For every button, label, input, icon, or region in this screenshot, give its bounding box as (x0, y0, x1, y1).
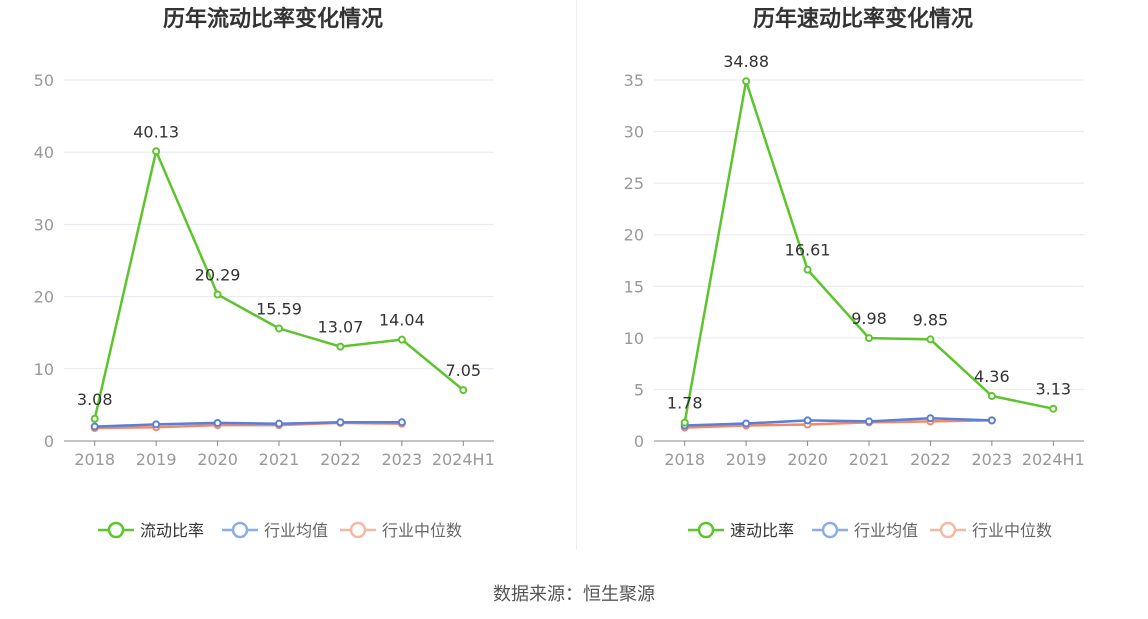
data-point (803, 416, 812, 425)
series-line-1 (684, 417, 992, 427)
data-label: 3.13 (1035, 380, 1071, 399)
legend-label: 流动比率 (140, 521, 204, 540)
data-point (865, 417, 873, 426)
y-tick-label: 30 (624, 123, 644, 142)
legend-item-2: 行业中位数 (930, 521, 1052, 540)
current-ratio-chart: 历年流动比率变化情况 0 10 20 30 40 50 2018 2019 2020 2021 202… (34, 6, 495, 540)
x-tick-label: 2018 (664, 450, 705, 469)
legend-marker (349, 521, 367, 539)
y-tick-label: 25 (624, 174, 644, 193)
data-point (926, 335, 935, 344)
y-tick-label: 20 (624, 226, 644, 245)
data-point (336, 418, 345, 427)
x-tick-label: 2024H1 (1022, 450, 1085, 469)
panel-divider (576, 0, 577, 550)
y-tick-label: 20 (34, 288, 54, 307)
data-label: 7.05 (445, 361, 481, 380)
legend-item-2: 行业中位数 (340, 521, 462, 540)
legend-item-1: 行业均值 (222, 521, 328, 540)
x-tick-label: 2022 (910, 450, 951, 469)
x-tick-label: 2023 (971, 450, 1012, 469)
data-point (803, 265, 812, 274)
legend-marker (107, 521, 125, 539)
data-point (1049, 404, 1058, 413)
legend-marker (939, 521, 957, 539)
data-label: 14.04 (379, 311, 425, 330)
data-point (275, 419, 283, 428)
y-tick-label: 10 (34, 360, 54, 379)
legend-marker (697, 521, 715, 539)
legend-marker (821, 521, 839, 539)
legend-label: 速动比率 (730, 521, 794, 540)
data-label: 9.85 (913, 310, 949, 329)
quick-ratio-chart: 历年速动比率变化情况 0 5 10 15 20 25 30 35 2018 2019 2020 2021… (624, 6, 1085, 540)
legend-marker (231, 521, 249, 539)
data-point (275, 324, 283, 333)
data-point (152, 147, 161, 156)
x-tick-label: 2024H1 (432, 450, 495, 469)
data-point (926, 414, 935, 423)
y-tick-label: 0 (634, 432, 644, 451)
y-tick-label: 15 (624, 277, 644, 296)
data-point (987, 416, 996, 425)
data-label: 9.98 (851, 309, 887, 328)
y-tick-label: 30 (34, 215, 54, 234)
data-label: 20.29 (195, 266, 241, 285)
data-point (90, 422, 99, 431)
legend-label: 行业均值 (264, 521, 328, 540)
x-tick-label: 2023 (381, 450, 422, 469)
x-tick-label: 2021 (259, 450, 300, 469)
y-tick-label: 0 (44, 432, 54, 451)
y-tick-label: 50 (34, 71, 54, 90)
data-point (213, 418, 222, 427)
y-tick-label: 10 (624, 329, 644, 348)
series-line-0 (93, 147, 465, 420)
data-label: 15.59 (256, 299, 302, 318)
series-line-1 (94, 420, 402, 428)
chart-title: 历年流动比率变化情况 (163, 6, 383, 32)
data-label: 16.61 (785, 241, 831, 260)
legend-label: 行业中位数 (382, 521, 462, 540)
data-point (459, 386, 468, 395)
data-point (397, 335, 406, 344)
legend-label: 行业均值 (854, 521, 918, 540)
data-label: 40.13 (133, 122, 179, 141)
x-tick-label: 2019 (136, 450, 177, 469)
data-point (90, 414, 99, 423)
data-point (336, 342, 345, 351)
quick-ratio-chart-panel: 历年速动比率变化情况 0 5 10 15 20 25 30 35 2018 2019 2020 2021… (574, 0, 1148, 560)
data-label: 34.88 (723, 52, 769, 71)
data-label: 4.36 (974, 367, 1010, 386)
data-point (987, 392, 996, 401)
data-point (680, 418, 689, 427)
data-point (865, 334, 873, 343)
y-tick-label: 40 (34, 143, 54, 162)
data-point (742, 419, 751, 428)
x-tick-label: 2021 (849, 450, 890, 469)
legend-label: 行业中位数 (972, 521, 1052, 540)
x-tick-label: 2018 (74, 450, 115, 469)
data-point (152, 420, 161, 429)
data-source-note: 数据来源：恒生聚源 (493, 584, 655, 605)
y-tick-label: 35 (624, 71, 644, 90)
data-label: 13.07 (318, 318, 364, 337)
legend-item-0: 速动比率 (688, 521, 794, 540)
x-tick-label: 2022 (320, 450, 361, 469)
data-point (213, 290, 222, 299)
series-line-2 (684, 419, 992, 429)
x-tick-label: 2020 (197, 450, 238, 469)
x-tick-label: 2019 (726, 450, 767, 469)
data-point (742, 77, 751, 86)
chart-title: 历年速动比率变化情况 (753, 6, 973, 32)
legend-item-0: 流动比率 (98, 521, 204, 540)
y-tick-label: 5 (634, 380, 644, 399)
data-label: 3.08 (77, 390, 113, 409)
data-label: 1.78 (667, 394, 703, 413)
data-point (397, 418, 406, 427)
x-tick-label: 2020 (787, 450, 828, 469)
current-ratio-chart-panel: 历年流动比率变化情况 0 10 20 30 40 50 2018 2019 2020 2021 202… (0, 0, 574, 560)
legend-item-1: 行业均值 (812, 521, 918, 540)
